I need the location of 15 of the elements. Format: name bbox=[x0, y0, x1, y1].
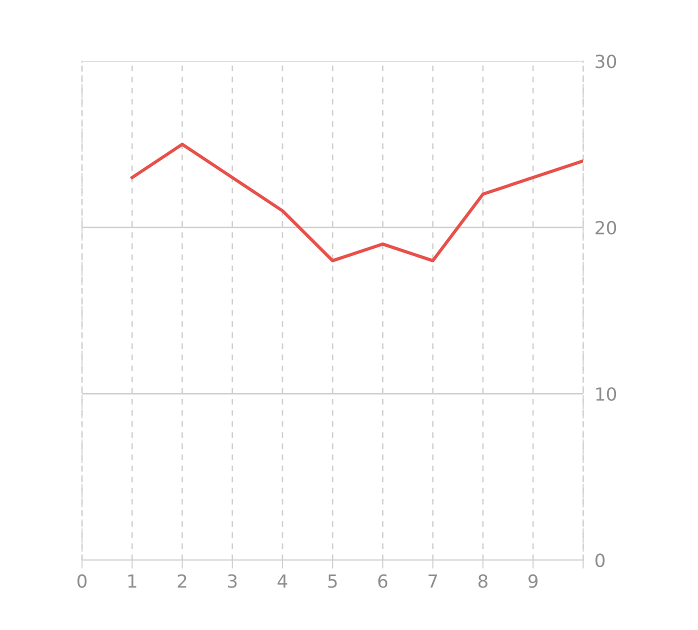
x-tick-label: 5 bbox=[328, 574, 337, 588]
y-tick-label: 20 bbox=[596, 220, 616, 235]
x-tick-label: 1 bbox=[128, 574, 136, 588]
x-tick-label: 2 bbox=[178, 574, 186, 588]
x-tick-label: 9 bbox=[528, 574, 538, 588]
y-tick-label: 30 bbox=[596, 54, 616, 68]
x-tick-label: 0 bbox=[77, 574, 87, 588]
x-tick-label: 8 bbox=[478, 574, 488, 588]
x-tick-label: 3 bbox=[228, 574, 237, 588]
x-tick-label: 4 bbox=[278, 574, 288, 588]
y-tick-label: 0 bbox=[595, 554, 605, 568]
x-tick-label: 7 bbox=[428, 574, 438, 588]
y-tick-label: 10 bbox=[596, 387, 616, 401]
line-series bbox=[130, 142, 584, 262]
x-tick-label: 6 bbox=[378, 574, 388, 588]
